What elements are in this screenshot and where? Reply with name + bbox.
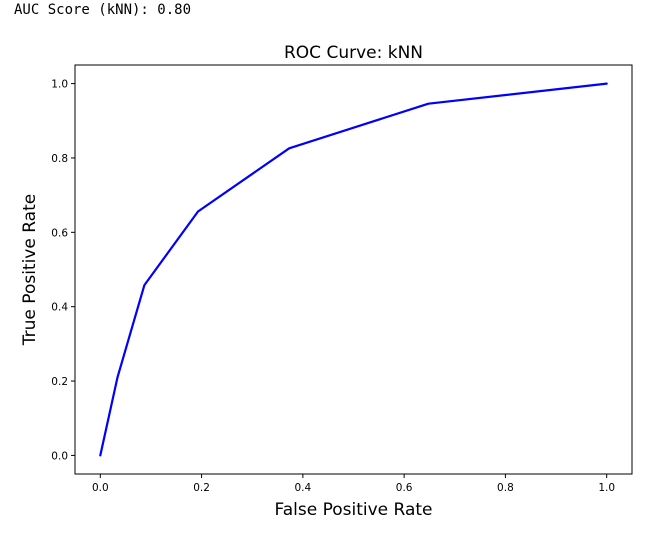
plot-frame xyxy=(74,64,633,475)
y-tick-label: 0.2 xyxy=(51,376,68,388)
y-tick-label: 0.0 xyxy=(51,450,68,462)
x-tick-label: 0.4 xyxy=(295,482,312,494)
x-axis-label: False Positive Rate xyxy=(275,500,433,520)
x-tick-label: 0.8 xyxy=(497,482,514,494)
chart-title: ROC Curve: kNN xyxy=(284,43,423,63)
y-tick-label: 0.8 xyxy=(51,153,68,165)
y-axis-ticks: 0.0 0.2 0.4 0.6 0.8 1.0 xyxy=(51,79,75,462)
auc-score-output: AUC Score (kNN): 0.80 xyxy=(14,2,192,18)
x-tick-label: 0.0 xyxy=(92,482,109,494)
plot-marks xyxy=(99,82,608,457)
y-tick-label: 1.0 xyxy=(51,79,68,91)
y-tick-label: 0.4 xyxy=(51,302,68,314)
x-tick-label: 0.2 xyxy=(193,482,210,494)
y-tick-label: 0.6 xyxy=(51,227,68,239)
x-tick-label: 0.6 xyxy=(396,482,413,494)
roc-curve-line xyxy=(99,82,608,457)
y-axis-label: True Positive Rate xyxy=(20,194,40,346)
x-tick-label: 1.0 xyxy=(598,482,615,494)
x-axis-ticks: 0.0 0.2 0.4 0.6 0.8 1.0 xyxy=(92,474,615,494)
